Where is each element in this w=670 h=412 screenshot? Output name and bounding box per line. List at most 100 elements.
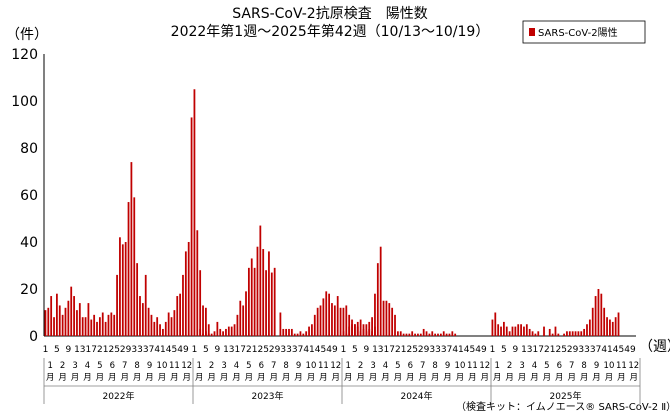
bar	[84, 317, 87, 336]
bar	[371, 317, 373, 336]
bar	[156, 317, 159, 336]
bar	[93, 314, 96, 336]
month-label-suffix: 月	[58, 373, 67, 383]
bar	[305, 331, 308, 336]
bar	[328, 293, 330, 336]
bar	[356, 326, 359, 336]
bar	[405, 333, 408, 336]
month-label: 8	[134, 361, 139, 371]
bar	[319, 305, 322, 336]
week-tick-label: 29	[120, 345, 132, 355]
bar	[402, 333, 405, 336]
bar	[445, 333, 448, 336]
bar	[67, 300, 70, 336]
bar	[508, 331, 511, 336]
bar	[588, 319, 591, 336]
month-label: 2	[507, 361, 512, 371]
bar	[262, 249, 265, 336]
month-label: 2	[358, 361, 363, 371]
week-tick-label: 13	[521, 345, 532, 355]
bar	[299, 331, 302, 336]
bar	[491, 319, 494, 336]
bar	[591, 307, 594, 336]
bar	[270, 272, 273, 336]
month-label-suffix: 月	[381, 373, 390, 383]
week-tick-label: 45	[166, 345, 177, 355]
week-tick-label: 49	[177, 345, 189, 355]
bar	[391, 307, 394, 336]
bar	[500, 326, 502, 336]
month-label: 2	[209, 361, 214, 371]
bar	[196, 230, 199, 336]
month-label: 5	[395, 361, 400, 371]
bar	[345, 333, 348, 336]
month-label-suffix: 月	[555, 373, 564, 383]
bar	[73, 296, 75, 336]
bar	[56, 293, 58, 336]
month-label: 5	[544, 361, 549, 371]
bar	[437, 333, 439, 336]
month-label: 3	[72, 361, 77, 371]
bar	[351, 324, 353, 336]
bar	[368, 321, 371, 336]
bar	[207, 333, 210, 336]
month-label: 4	[85, 361, 90, 371]
month-label: 9	[594, 361, 599, 371]
month-label-suffix: 月	[630, 373, 639, 383]
bar	[205, 331, 207, 336]
bar	[354, 324, 356, 336]
bar	[285, 328, 288, 336]
x-axis-labels: 1 5 9 13 17 21 25 29 33 37 41 45 491月2月3月4月5月6月7月8月9…	[43, 345, 641, 404]
bar	[382, 300, 385, 336]
week-tick-label: 13	[372, 345, 383, 355]
bar	[104, 321, 107, 336]
month-label-suffix: 月	[170, 373, 179, 383]
bar	[313, 314, 316, 336]
month-label: 8	[432, 361, 437, 371]
bar	[144, 274, 147, 336]
month-label-suffix: 月	[493, 373, 502, 383]
week-tick-label: 13	[74, 345, 85, 355]
bar	[61, 314, 64, 336]
week-tick-label: 49	[624, 345, 636, 355]
bar	[451, 331, 454, 336]
month-label-suffix: 月	[605, 373, 614, 383]
month-label-suffix: 月	[83, 373, 92, 383]
bar	[454, 333, 457, 336]
month-label: 4	[234, 361, 239, 371]
month-label-suffix: 月	[282, 373, 291, 383]
month-label-suffix: 月	[543, 373, 552, 383]
week-tick-label: 9	[65, 345, 71, 355]
bar	[339, 307, 342, 336]
bar	[505, 326, 508, 336]
week-tick-label: 1	[43, 345, 49, 355]
bar	[216, 321, 219, 336]
month-label-suffix: 月	[133, 373, 142, 383]
bar	[322, 298, 325, 336]
week-tick-label: 45	[315, 345, 326, 355]
y-tick-labels: 0 20 40 60 80 100 120	[11, 47, 38, 345]
bar	[213, 331, 216, 336]
bar	[302, 333, 305, 336]
week-tick-label: 9	[512, 345, 518, 355]
week-tick-label: 49	[475, 345, 487, 355]
bar	[179, 293, 181, 336]
bar	[497, 324, 500, 336]
week-tick-label: 25	[108, 345, 119, 355]
bar	[428, 333, 431, 336]
bar	[199, 328, 202, 336]
month-label-suffix: 月	[71, 373, 80, 383]
month-label-suffix: 月	[158, 373, 167, 383]
week-tick-label: 37	[441, 345, 452, 355]
bar	[379, 246, 382, 336]
bar	[207, 324, 210, 336]
bar	[242, 305, 245, 336]
week-tick-label: 33	[429, 345, 440, 355]
bar	[147, 307, 150, 336]
month-label-suffix: 月	[418, 373, 427, 383]
bar	[184, 251, 187, 336]
week-tick-label: 21	[97, 345, 108, 355]
bar	[273, 267, 276, 336]
month-label: 7	[271, 361, 276, 371]
month-label: 11	[616, 361, 627, 371]
